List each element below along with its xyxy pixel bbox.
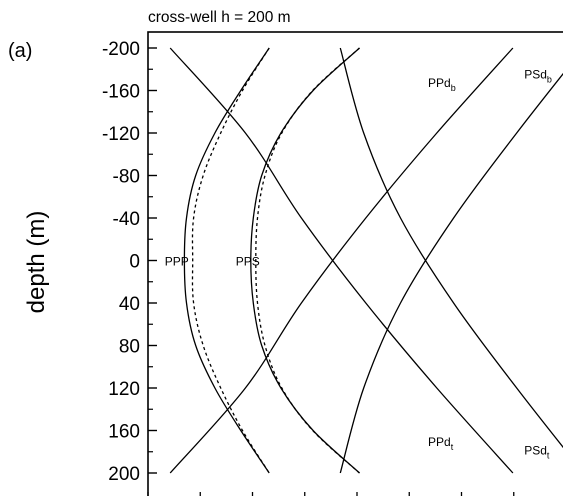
plot-frame <box>147 31 563 496</box>
y-tick-label: 200 <box>108 464 140 485</box>
series-psd-t-line <box>339 47 563 449</box>
x-axis <box>147 492 515 496</box>
y-tick-label: 0 <box>129 252 140 273</box>
curve-label: PSdt <box>524 444 550 461</box>
series-ppp-line <box>191 47 270 474</box>
series-ppd-b-line <box>169 47 514 474</box>
series-pss-line <box>250 47 360 474</box>
curve-label: PSdb <box>524 68 552 85</box>
y-tick-label: -120 <box>102 124 140 145</box>
y-axis: -200 -160 -120 -80 -40 0 40 80 120 160 200 <box>102 39 157 485</box>
curve-label: PPP <box>165 255 189 269</box>
y-tick-label: -200 <box>102 39 140 60</box>
curve-label: PPdt <box>428 435 454 452</box>
y-tick-label: 160 <box>108 422 140 443</box>
series-ppd-t-line <box>169 47 514 474</box>
y-tick-label: 40 <box>119 294 140 315</box>
chart-title: cross-well h = 200 m <box>148 9 291 26</box>
series-psd-b-line <box>339 72 563 474</box>
y-tick-label: -160 <box>102 82 140 103</box>
curve-label: PPdb <box>428 76 456 93</box>
y-tick-label: 120 <box>108 379 140 400</box>
curve-labels: PPP PPS PPdb PSdb PPdt PSdt <box>165 68 552 461</box>
series-pps-dashed-line <box>255 47 360 474</box>
curve-label: PPS <box>236 255 260 269</box>
y-tick-label: 80 <box>119 337 140 358</box>
y-tick-label: -80 <box>113 167 140 188</box>
series-pps-line <box>183 47 270 474</box>
y-axis-label: depth (m) <box>23 211 50 314</box>
series-layer <box>169 47 563 474</box>
y-tick-label: -40 <box>113 209 140 230</box>
panel-label: (a) <box>8 40 32 62</box>
